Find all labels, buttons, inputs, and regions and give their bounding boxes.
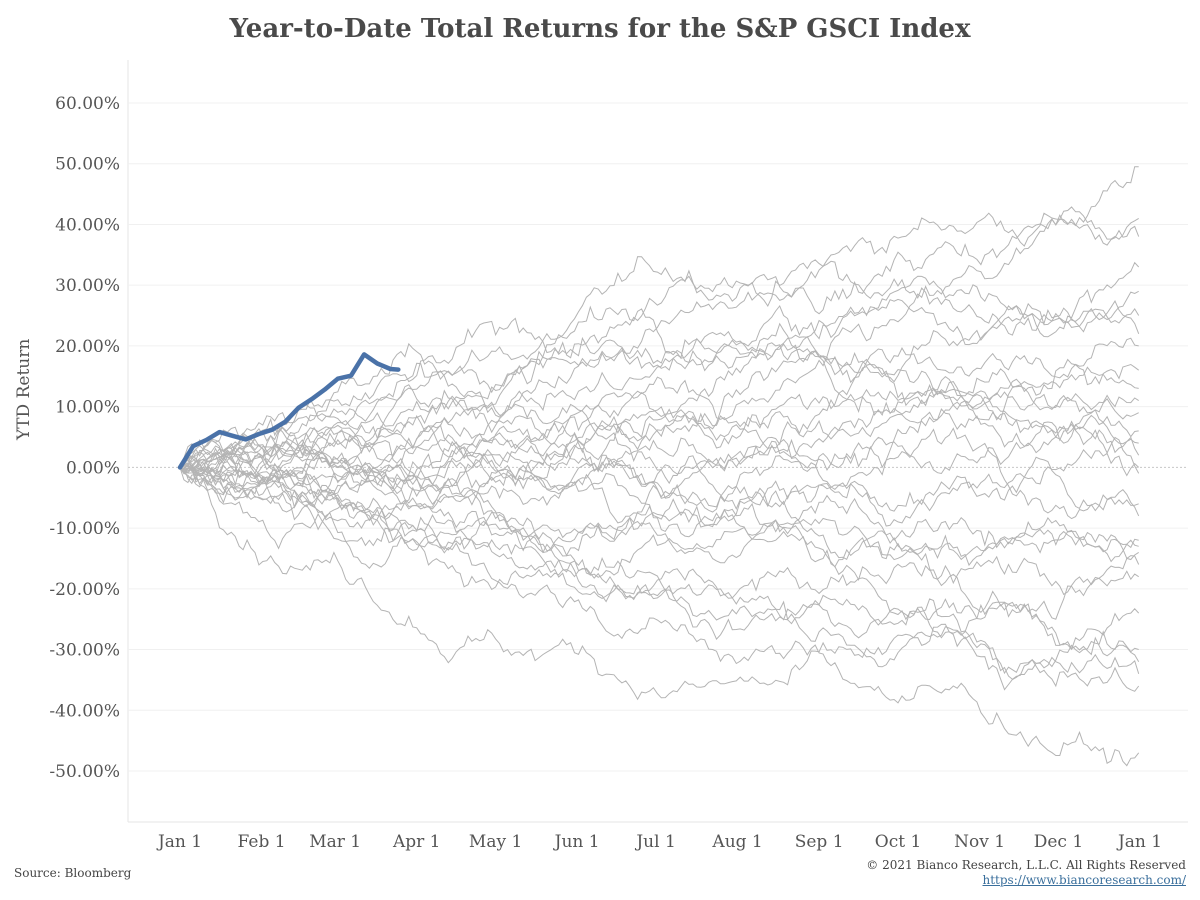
historical-year-line [179,358,1139,485]
x-tick-label: Sep 1 [795,832,844,852]
x-axis-ticks: Jan 1 Feb 1 Mar 1 Apr 1 May 1 Jun 1 Jul 1 Aug 1… [156,832,1162,852]
y-tick-label: 20.00% [55,337,120,357]
historical-year-line [179,261,1140,478]
source-note: Source: Bloomberg [14,866,132,880]
x-tick-label: Jul 1 [634,832,675,852]
y-tick-label: -20.00% [49,580,120,600]
historical-year-line [179,439,1139,568]
historical-year-line [179,206,1139,497]
x-tick-label: May 1 [469,832,522,852]
historical-year-line [179,467,1140,701]
historical-year-line [179,358,1139,486]
chart-title: Year-to-Date Total Returns for the S&P G… [229,14,971,44]
website-link[interactable]: https://www.biancoresearch.com/ [982,873,1186,887]
historical-year-line [179,437,1140,691]
y-tick-label: -40.00% [49,701,120,721]
historical-year-line [179,337,1139,473]
y-tick-label: -10.00% [49,519,120,539]
historical-year-line [179,368,1139,509]
historical-year-line [179,447,1140,512]
historical-year-line [179,446,1139,527]
current-year-series [177,352,401,470]
y-tick-label: 30.00% [55,276,120,296]
historical-year-line [179,460,1139,591]
historical-year-line [179,350,1139,473]
historical-year-line [179,465,1140,596]
y-tick-label: 60.00% [55,94,120,114]
historical-year-line [179,290,1139,468]
historical-year-line [179,427,1140,520]
y-tick-label: -50.00% [49,762,120,782]
x-tick-label: Jan 1 [156,832,202,852]
x-tick-label: Jan 1 [1116,832,1162,852]
historical-year-line [179,166,1139,468]
x-tick-label: Nov 1 [954,832,1005,852]
y-tick-label: -30.00% [49,641,120,661]
y-axis-ticks: 60.00% 50.00% 40.00% 30.00% 20.00% 10.00% 0.00… [49,94,120,782]
x-tick-label: Apr 1 [392,832,441,852]
current-year-line [177,352,401,470]
x-tick-label: Feb 1 [238,832,286,852]
y-tick-label: 0.00% [66,458,120,478]
y-tick-label: 50.00% [55,155,120,175]
x-tick-label: Oct 1 [875,832,922,852]
x-tick-label: Aug 1 [711,832,762,852]
historical-year-line [179,275,1140,470]
y-tick-label: 10.00% [55,398,120,418]
historical-series [179,166,1140,767]
historical-year-line [179,260,1140,471]
x-tick-label: Jun 1 [553,832,600,852]
historical-year-line [179,408,1140,526]
historical-year-line [179,396,1140,474]
historical-year-line [179,442,1139,675]
historical-year-line [179,457,1140,767]
historical-year-line [179,214,1140,475]
y-tick-label: 40.00% [55,215,120,235]
x-tick-label: Mar 1 [309,832,361,852]
copyright-note: © 2021 Bianco Research, L.L.C. All Right… [866,858,1186,872]
x-tick-label: Dec 1 [1034,832,1083,852]
